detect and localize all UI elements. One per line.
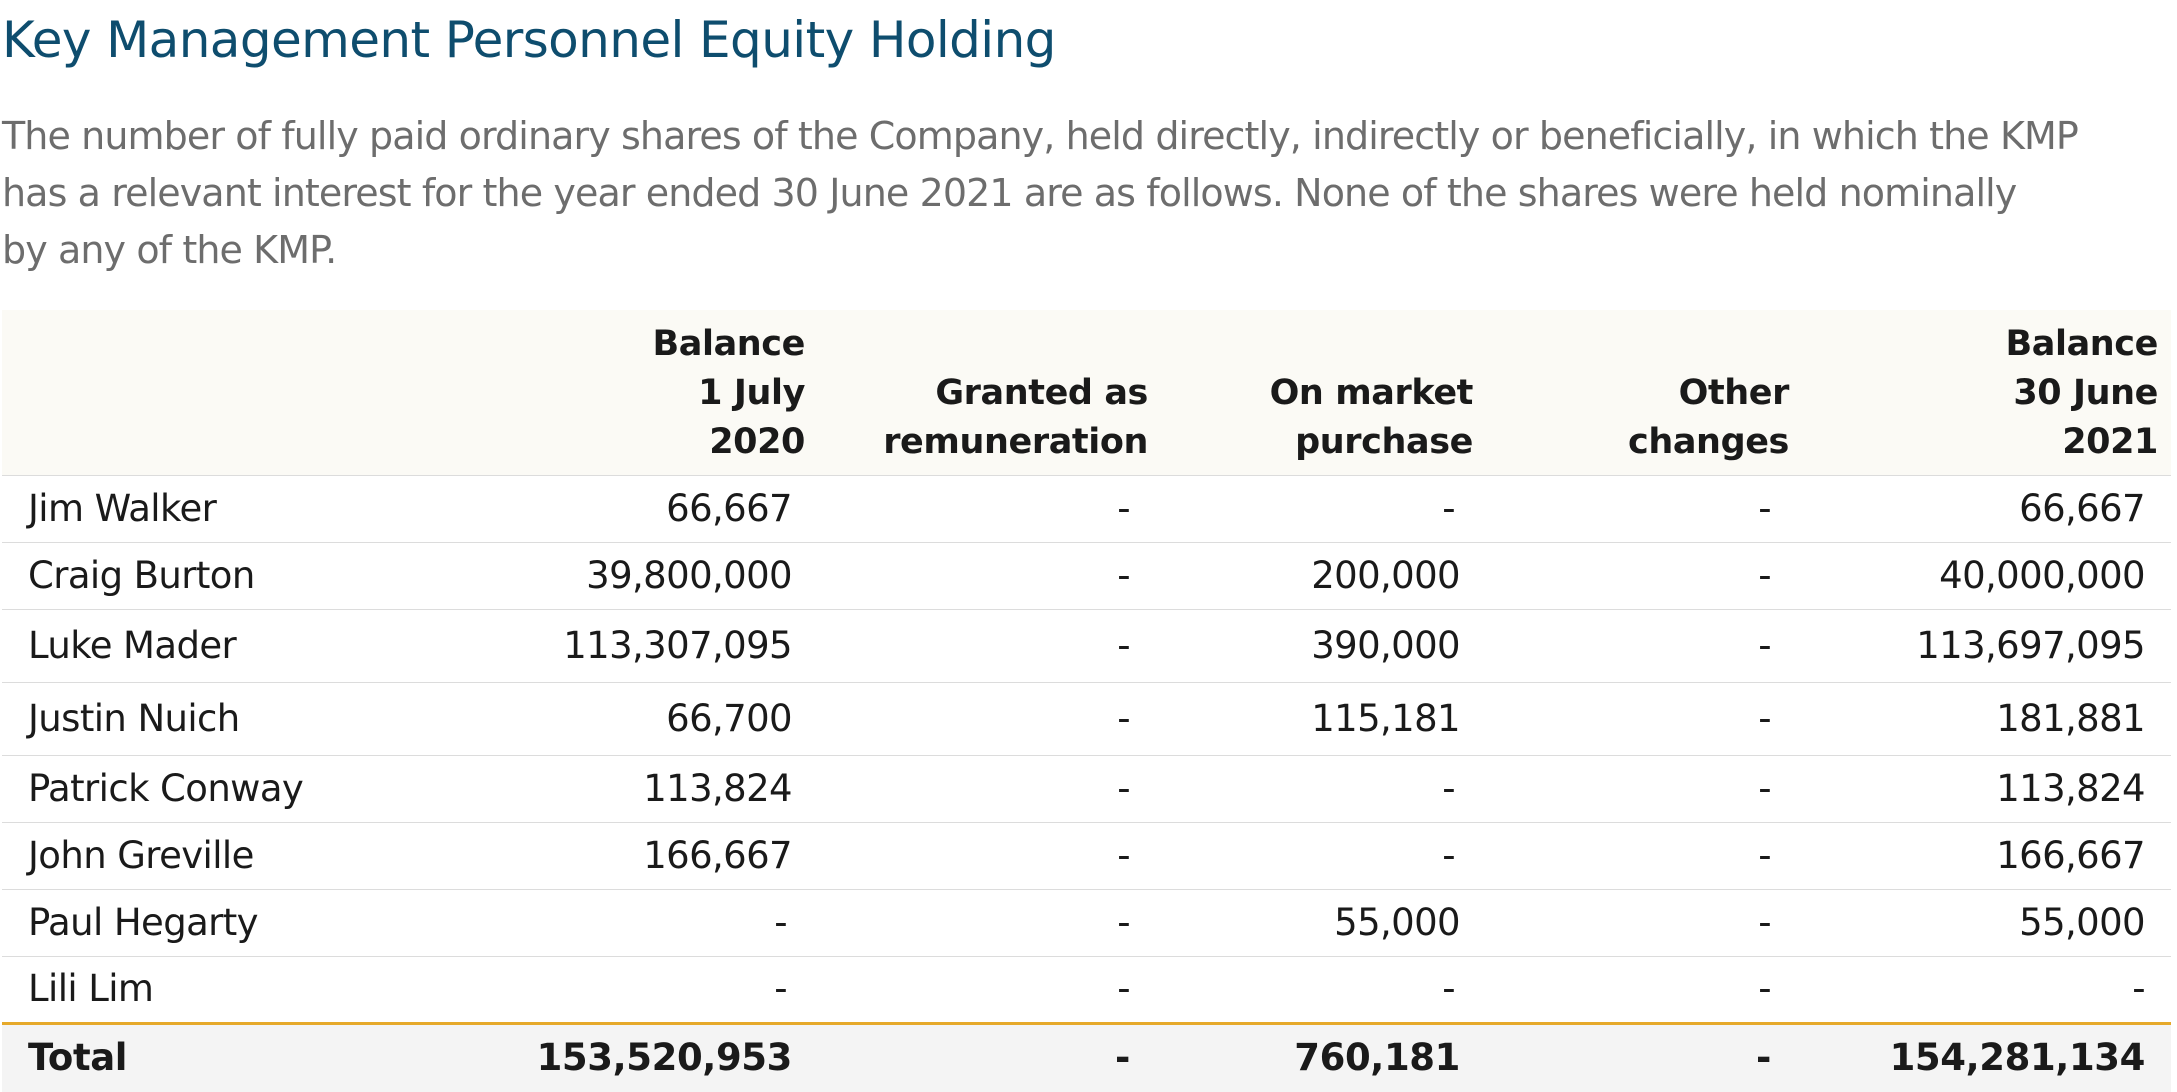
header-balance-1-july-2020: Balance 1 July 2020 (412, 310, 818, 476)
balance-opening: 39,800,000 (412, 542, 818, 610)
intro-line: has a relevant interest for the year end… (2, 171, 2017, 215)
balance-opening: - (412, 956, 818, 1024)
table-row: Paul Hegarty - - 55,000 - 55,000 (2, 889, 2171, 957)
table-row: Jim Walker 66,667 - - - 66,667 (2, 475, 2171, 543)
header-text: Balance (652, 323, 805, 364)
total-other-changes: - (1486, 1021, 1802, 1092)
header-name (2, 310, 412, 476)
balance-closing: 66,667 (1802, 475, 2171, 543)
other-changes: - (1486, 755, 1802, 823)
granted-remuneration: - (818, 682, 1161, 756)
header-text: 1 July (698, 372, 805, 413)
intro-paragraph: The number of fully paid ordinary shares… (2, 108, 2177, 279)
total-granted-remuneration: - (818, 1021, 1161, 1092)
balance-opening: 113,824 (412, 755, 818, 823)
market-purchase: - (1161, 475, 1486, 543)
header-text: Other (1678, 372, 1790, 413)
total-market-purchase: 760,181 (1161, 1021, 1486, 1092)
kmp-name: John Greville (2, 822, 412, 890)
other-changes: - (1486, 822, 1802, 890)
balance-opening: 66,667 (412, 475, 818, 543)
kmp-name: Craig Burton (2, 542, 412, 610)
header-balance-30-june-2021: Balance 30 June 2021 (1802, 310, 2171, 476)
header-text: purchase (1295, 421, 1473, 462)
table-header-row: Balance 1 July 2020 Granted as remunerat… (2, 310, 2171, 476)
kmp-name: Jim Walker (2, 475, 412, 543)
balance-closing: 113,824 (1802, 755, 2171, 823)
equity-holding-table: Balance 1 July 2020 Granted as remunerat… (2, 310, 2171, 1092)
other-changes: - (1486, 542, 1802, 610)
table-row: John Greville 166,667 - - - 166,667 (2, 822, 2171, 890)
table-row: Luke Mader 113,307,095 - 390,000 - 113,6… (2, 609, 2171, 683)
header-text: Granted as (935, 372, 1148, 413)
page-title: Key Management Personnel Equity Holding (2, 11, 1056, 69)
balance-opening: 166,667 (412, 822, 818, 890)
kmp-name: Lili Lim (2, 956, 412, 1024)
other-changes: - (1486, 956, 1802, 1024)
kmp-name: Patrick Conway (2, 755, 412, 823)
table-row: Craig Burton 39,800,000 - 200,000 - 40,0… (2, 542, 2171, 610)
other-changes: - (1486, 475, 1802, 543)
granted-remuneration: - (818, 475, 1161, 543)
balance-closing: - (1802, 956, 2171, 1024)
balance-closing: 40,000,000 (1802, 542, 2171, 610)
kmp-name: Justin Nuich (2, 682, 412, 756)
header-text: Balance (2005, 323, 2158, 364)
balance-opening: - (412, 889, 818, 957)
table-row: Justin Nuich 66,700 - 115,181 - 181,881 (2, 682, 2171, 756)
header-text: changes (1627, 421, 1789, 462)
balance-closing: 181,881 (1802, 682, 2171, 756)
header-granted-as-remuneration: Granted as remuneration (818, 310, 1161, 476)
granted-remuneration: - (818, 542, 1161, 610)
balance-closing: 113,697,095 (1802, 609, 2171, 683)
other-changes: - (1486, 889, 1802, 957)
market-purchase: 390,000 (1161, 609, 1486, 683)
market-purchase: - (1161, 822, 1486, 890)
balance-opening: 113,307,095 (412, 609, 818, 683)
market-purchase: 55,000 (1161, 889, 1486, 957)
equity-holding-table-container: Balance 1 July 2020 Granted as remunerat… (2, 310, 2171, 1092)
balance-closing: 55,000 (1802, 889, 2171, 957)
header-text: 2020 (709, 421, 805, 462)
total-balance-closing: 154,281,134 (1802, 1021, 2171, 1092)
kmp-name: Luke Mader (2, 609, 412, 683)
balance-closing: 166,667 (1802, 822, 2171, 890)
granted-remuneration: - (818, 755, 1161, 823)
intro-line: The number of fully paid ordinary shares… (2, 114, 2079, 158)
header-text: 2021 (2062, 421, 2158, 462)
table-row: Patrick Conway 113,824 - - - 113,824 (2, 755, 2171, 823)
granted-remuneration: - (818, 822, 1161, 890)
header-text: remuneration (883, 421, 1148, 462)
other-changes: - (1486, 682, 1802, 756)
header-other-changes: Other changes (1486, 310, 1802, 476)
other-changes: - (1486, 609, 1802, 683)
granted-remuneration: - (818, 956, 1161, 1024)
total-balance-opening: 153,520,953 (412, 1021, 818, 1092)
table-total-row: Total 153,520,953 - 760,181 - 154,281,13… (2, 1021, 2171, 1092)
kmp-name: Paul Hegarty (2, 889, 412, 957)
table-row: Lili Lim - - - - - (2, 956, 2171, 1024)
market-purchase: 115,181 (1161, 682, 1486, 756)
granted-remuneration: - (818, 609, 1161, 683)
intro-line: by any of the KMP. (2, 228, 337, 272)
balance-opening: 66,700 (412, 682, 818, 756)
market-purchase: - (1161, 956, 1486, 1024)
total-label: Total (2, 1021, 412, 1092)
market-purchase: - (1161, 755, 1486, 823)
header-on-market-purchase: On market purchase (1161, 310, 1486, 476)
granted-remuneration: - (818, 889, 1161, 957)
header-text: 30 June (2013, 372, 2158, 413)
market-purchase: 200,000 (1161, 542, 1486, 610)
header-text: On market (1269, 372, 1474, 413)
